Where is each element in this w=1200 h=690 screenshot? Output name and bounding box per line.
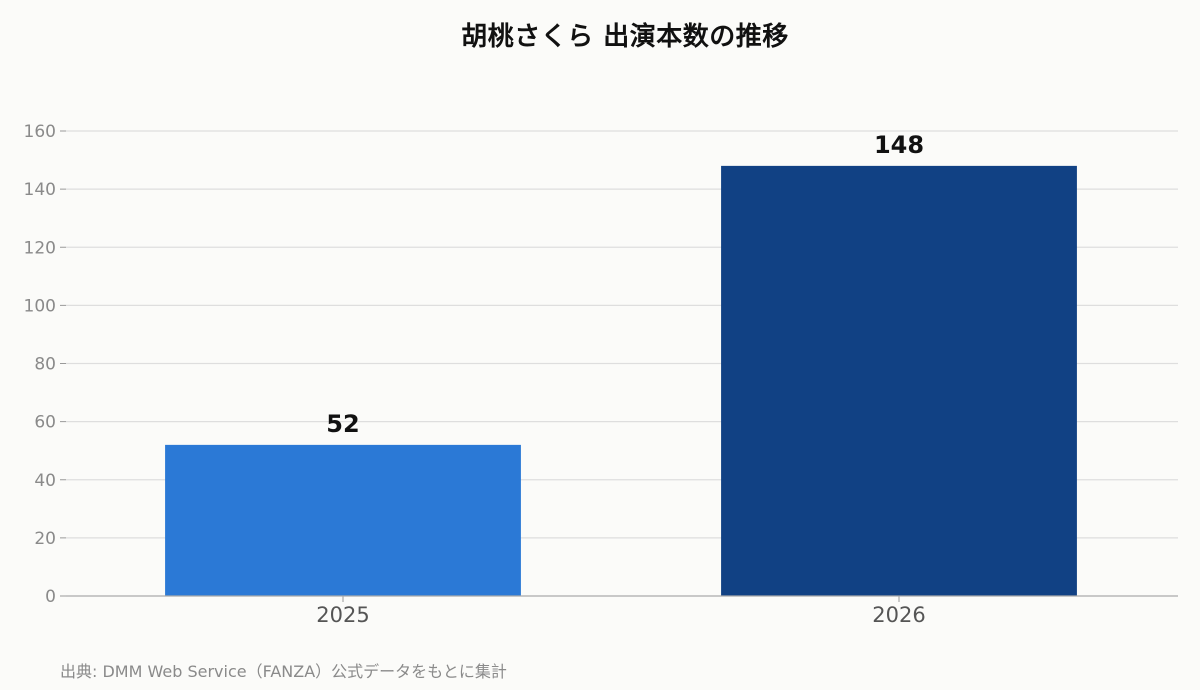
bar-2026 xyxy=(721,165,1077,596)
y-tick-label: 120 xyxy=(24,238,56,258)
y-axis-ticks: 0 20 40 60 80 100 120 140 160 xyxy=(24,122,66,607)
y-tick-label: 20 xyxy=(34,529,56,549)
y-tick-label: 60 xyxy=(34,413,56,433)
data-label-2026: 148 xyxy=(874,131,924,159)
data-labels: 52 148 xyxy=(326,131,924,438)
x-axis-ticks: 2025 2026 xyxy=(316,596,926,627)
bars xyxy=(165,165,1077,596)
x-tick-label-2025: 2025 xyxy=(316,603,369,627)
bar-2025 xyxy=(165,444,521,596)
chart-title: 胡桃さくら 出演本数の推移 xyxy=(461,22,789,52)
y-tick-label: 100 xyxy=(24,296,56,316)
y-tick-label: 0 xyxy=(45,587,56,607)
x-tick-label-2026: 2026 xyxy=(872,603,925,627)
data-label-2025: 52 xyxy=(326,410,359,438)
y-tick-label: 140 xyxy=(24,180,56,200)
y-tick-label: 160 xyxy=(24,122,56,142)
y-tick-label: 80 xyxy=(34,355,56,375)
source-note: 出典: DMM Web Service（FANZA）公式データをもとに集計 xyxy=(60,662,507,681)
y-tick-label: 40 xyxy=(34,471,56,491)
